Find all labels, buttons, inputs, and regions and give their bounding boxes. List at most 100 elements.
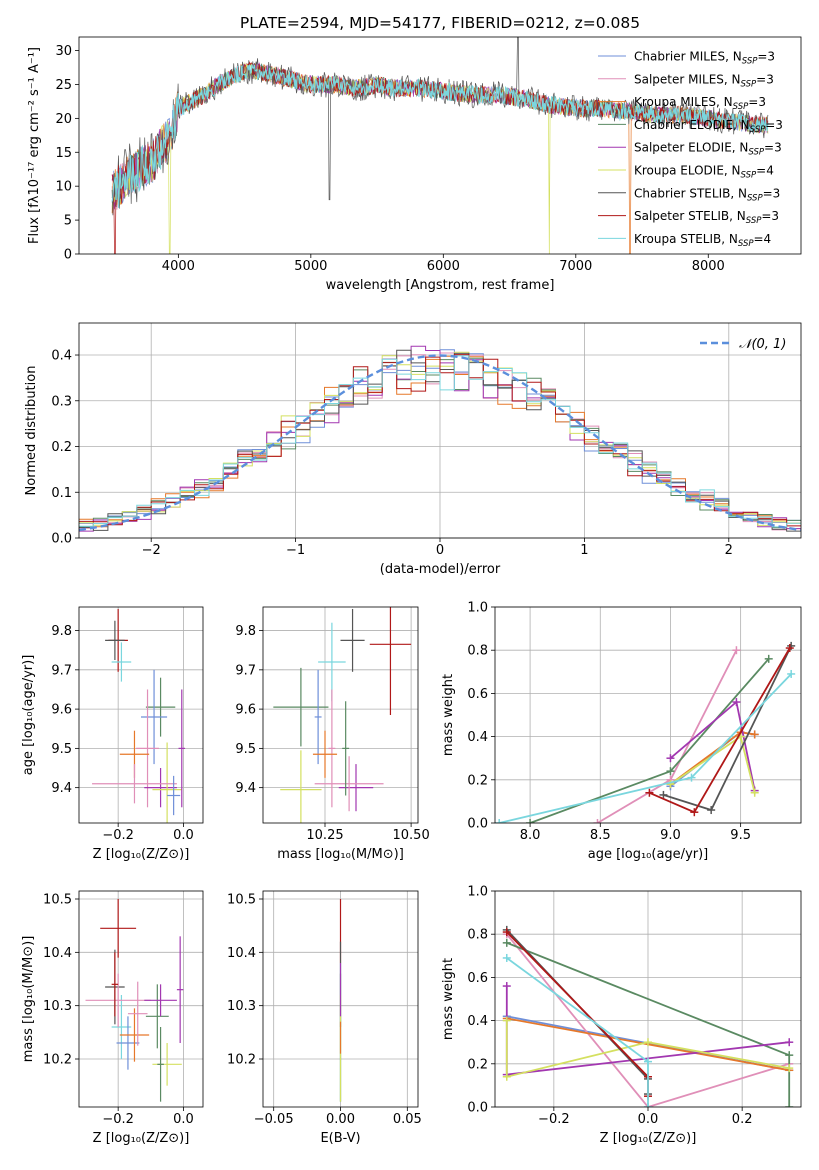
y-tick-label: 0.4: [467, 730, 488, 745]
weight-vs-z-x-label: Z [log₁₀(Z/Z⊙)]: [600, 1131, 697, 1146]
x-tick-label: −1: [286, 543, 305, 558]
weight-marker-chabrier-elodie: [785, 1051, 794, 1060]
y-tick-label: 10.5: [227, 893, 256, 908]
weight-vs-z-axes: −0.2 0.0 0.2 0.0 0.2 0.4 0.6 0.8 1.0 Z [log₁₀(Z/Z…: [441, 885, 802, 1146]
errorbar-point-chabrier-miles: [116, 1016, 140, 1070]
errorbar-point-salpeter-miles: [314, 756, 384, 812]
weight-vs-z-marks: [502, 925, 794, 1107]
x-tick-label: −0.05: [254, 1112, 294, 1127]
y-tick-label: 9.6: [51, 703, 72, 718]
errorbar-point-chabrier-miles: [314, 669, 322, 765]
y-tick-label: 30: [55, 44, 72, 59]
y-tick-label: 0.8: [467, 644, 488, 659]
y-tick-label: 10.5: [43, 893, 72, 908]
x-tick-label: 2: [725, 543, 733, 558]
gaussian-curve: [79, 354, 801, 532]
errorbar-point-chabrier-stelib: [105, 620, 125, 661]
weight-marker-salpeter-stelib: [690, 808, 699, 817]
x-tick-label: 7000: [559, 259, 592, 274]
errorbar-point-kroupa-elodie: [152, 1043, 182, 1086]
errorbar-point-chabrier-miles: [141, 669, 168, 765]
x-tick-label: 1: [580, 543, 588, 558]
y-tick-label: 0.8: [467, 928, 488, 943]
weight-marker-salpeter-stelib: [645, 788, 654, 797]
weight-marker-kroupa-elodie: [644, 1038, 652, 1047]
y-tick-label: 0.6: [467, 687, 488, 702]
x-tick-label: 10.25: [306, 828, 343, 843]
y-tick-label: 10: [55, 180, 72, 195]
mass-vs-z-marks: [85, 899, 184, 1102]
y-tick-label: 15: [55, 146, 72, 161]
residuals-legend: 𝒩(0, 1): [700, 337, 786, 352]
y-tick-label: 0.0: [51, 532, 72, 547]
y-tick-label: 10.4: [227, 946, 256, 961]
x-tick-label: 4000: [162, 259, 195, 274]
age-vs-z-x-label: Z [log₁₀(Z/Z⊙)]: [93, 847, 190, 862]
age-vs-z-frame: [78, 606, 204, 824]
x-tick-label: 10.50: [393, 828, 430, 843]
errorbar-point-kroupa-stelib: [111, 642, 132, 682]
weight-vs-age-y-label: mass weight: [441, 674, 456, 756]
y-tick-label: 1.0: [467, 885, 488, 900]
weight-marker-kroupa-stelib: [644, 1103, 652, 1107]
x-tick-label: −0.2: [102, 828, 134, 843]
errorbar-point-salpeter-miles: [328, 689, 336, 808]
spectrum-title: PLATE=2594, MJD=54177, FIBERID=0212, z=0…: [240, 14, 640, 32]
mass-vs-ebv-axes: −0.05 0.00 0.05 10.2 10.3 10.4 10.5 E(B-V): [227, 890, 422, 1146]
x-tick-label: 9.5: [730, 828, 751, 843]
legend-entry: Kroupa ELODIE, NSSP=4: [634, 164, 774, 181]
spectrum-marks: [111, 37, 769, 254]
y-tick-label: 0.2: [51, 440, 72, 455]
legend-entry: Chabrier STELIB, NSSP=3: [634, 186, 780, 203]
errorbar-point-kroupa-elodie: [280, 750, 322, 823]
weight-marker-kroupa-elodie: [750, 788, 759, 797]
x-tick-label: 0.2: [732, 1112, 753, 1127]
errorbar-point-chabrier-elodie: [145, 677, 176, 737]
spectrum-frame: [78, 36, 802, 255]
weight-vs-age-x-label: age [log₁₀(age/yr)]: [588, 847, 709, 862]
weight-marker-kroupa-miles: [750, 730, 759, 739]
x-tick-label: 0.0: [173, 828, 194, 843]
errorbar-point-salpeter-miles: [92, 764, 177, 804]
weight-marker-chabrier-elodie: [502, 938, 511, 947]
weight-marker-salpeter-elodie: [666, 754, 675, 763]
y-tick-label: 20: [55, 112, 72, 127]
mass-vs-z-axes: −0.2 0.0 10.2 10.3 10.4 10.5 Z [log₁₀(Z/Z⊙)] ma…: [21, 890, 204, 1146]
mass-vs-z-frame: [78, 890, 204, 1108]
weight-vs-age-marks: [495, 641, 796, 823]
weight-marker-chabrier-elodie: [666, 767, 675, 776]
y-tick-label: 0.6: [467, 971, 488, 986]
errorbar-point-chabrier-miles: [167, 775, 181, 816]
mass-vs-z-y-label: mass [log₁₀(M/M⊙)]: [21, 936, 36, 1063]
x-tick-label: 0.0: [173, 1112, 194, 1127]
y-tick-label: 10.3: [227, 999, 256, 1014]
x-tick-label: −2: [142, 543, 161, 558]
errorbar-point-chabrier-elodie: [273, 667, 329, 747]
y-tick-label: 9.5: [51, 742, 72, 757]
errorbar-point-chabrier-elodie: [157, 1027, 164, 1102]
weight-marker-salpeter-miles: [732, 646, 741, 655]
errorbar-point-salpeter-elodie: [338, 764, 374, 812]
errorbar-point-chabrier-elodie: [342, 701, 350, 796]
legend-entry: Chabrier MILES, NSSP=3: [634, 50, 775, 67]
age-vs-mass-x-label: mass [log₁₀(M/M⊙)]: [277, 847, 404, 862]
x-tick-label: 0.0: [638, 1112, 659, 1127]
y-tick-label: 9.8: [51, 624, 72, 639]
y-tick-label: 9.4: [235, 781, 256, 796]
y-tick-label: 9.7: [235, 663, 256, 678]
y-tick-label: 1.0: [467, 601, 488, 616]
weight-marker-salpeter-stelib: [502, 928, 511, 937]
x-tick-label: −0.2: [102, 1112, 134, 1127]
spectrum-line-kroupa-stelib: [111, 64, 769, 208]
x-tick-label: 0: [436, 543, 444, 558]
weight-marker-chabrier-elodie: [764, 654, 773, 663]
spectrum-x-label: wavelength [Angstrom, rest frame]: [326, 278, 555, 293]
y-tick-label: 25: [55, 78, 72, 93]
age-vs-mass-axes: 10.25 10.50 9.4 9.5 9.6 9.7 9.8 mass [log₁₀(M/M…: [235, 606, 430, 862]
errorbar-point-salpeter-elodie: [144, 768, 177, 808]
errorbar-point-salpeter-stelib: [369, 607, 412, 715]
legend-entry: 𝒩(0, 1): [739, 337, 786, 352]
weight-marker-chabrier-elodie: [785, 1103, 794, 1107]
errorbar-point-kroupa-miles: [312, 730, 338, 778]
